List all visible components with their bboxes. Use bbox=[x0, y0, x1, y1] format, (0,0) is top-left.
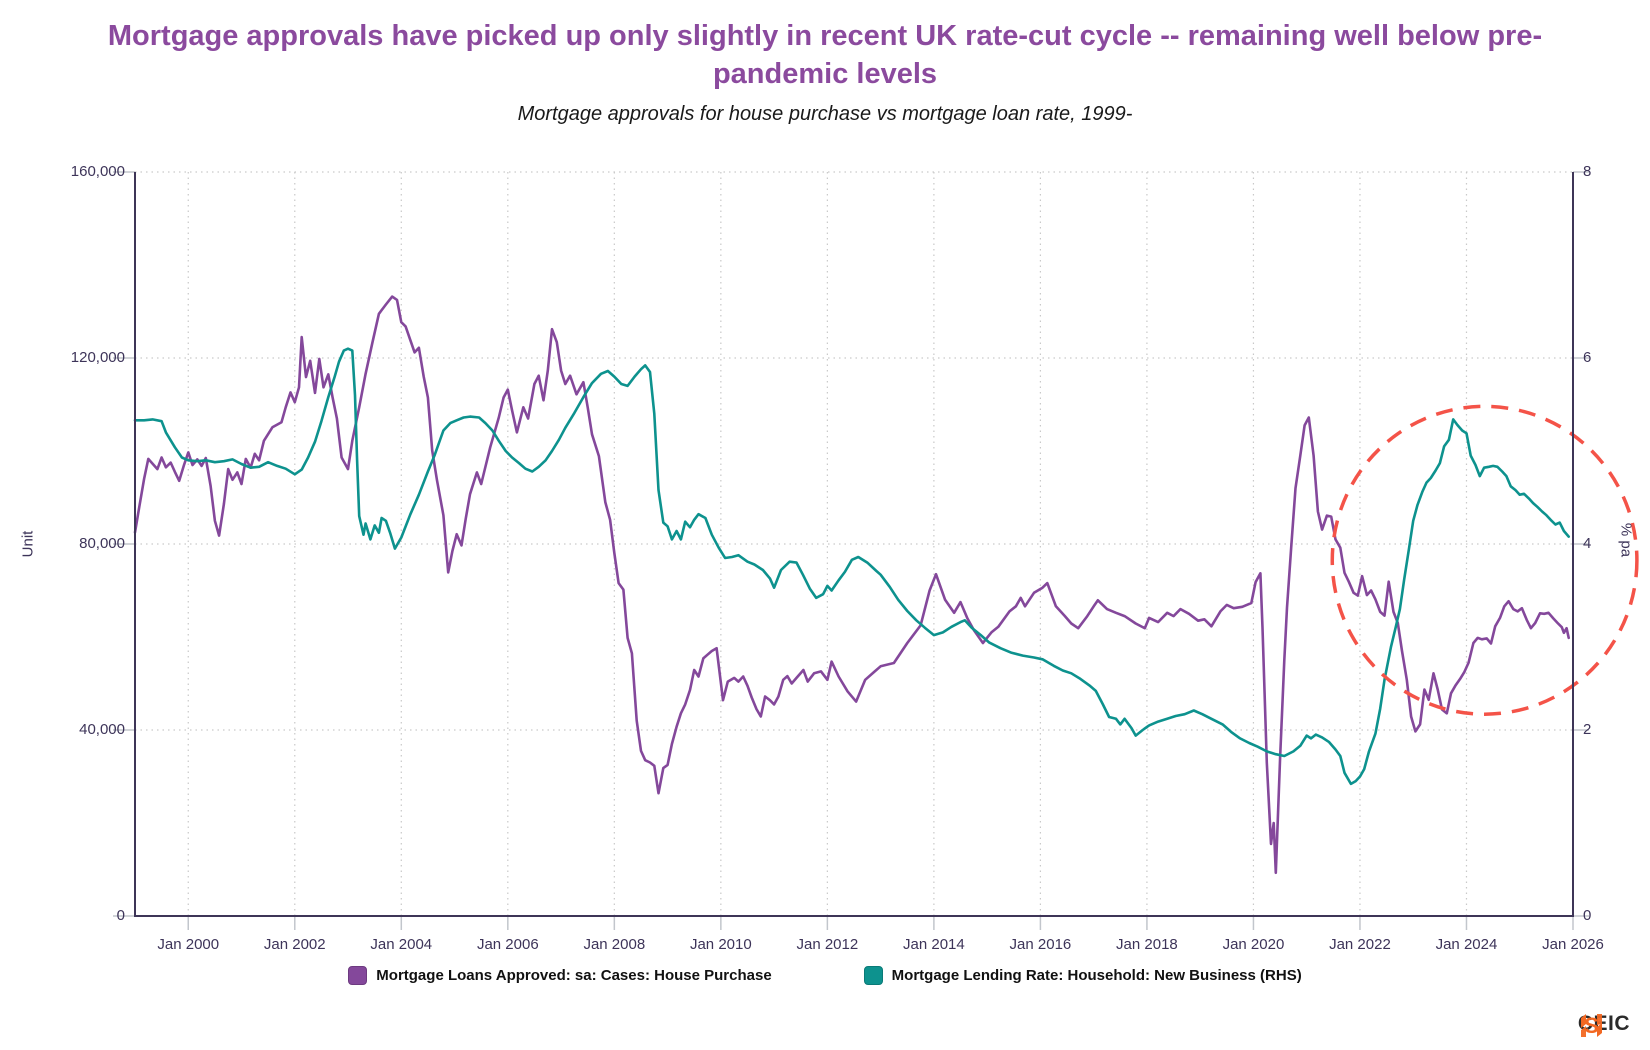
legend-item-approvals[interactable]: Mortgage Loans Approved: sa: Cases: Hous… bbox=[348, 966, 772, 985]
ceic-logo-text: CEIC bbox=[1577, 1012, 1630, 1035]
ceic-logo-mark-icon: S bbox=[1580, 1013, 1602, 1038]
x-axis-tick-label: Jan 2024 bbox=[1435, 936, 1498, 953]
x-axis-tick-label: Jan 2002 bbox=[263, 936, 326, 953]
chart-legend: Mortgage Loans Approved: sa: Cases: Hous… bbox=[0, 966, 1650, 985]
y-axis-right-tick-label: 8 bbox=[1583, 163, 1592, 180]
y-axis-left-tick-label: 0 bbox=[116, 907, 125, 924]
x-axis-tick-label: Jan 2018 bbox=[1116, 936, 1178, 953]
highlight-ellipse bbox=[1330, 404, 1639, 716]
y-axis-left-tick-label: 80,000 bbox=[79, 535, 125, 552]
x-axis-tick-label: Jan 2004 bbox=[370, 936, 433, 953]
svg-text:S: S bbox=[1584, 1013, 1599, 1038]
y-axis-right-tick-label: 0 bbox=[1583, 907, 1592, 924]
x-axis-tick-label: Jan 2020 bbox=[1222, 936, 1285, 953]
legend-label-approvals: Mortgage Loans Approved: sa: Cases: Hous… bbox=[376, 967, 772, 984]
approvals-swatch-icon bbox=[348, 966, 368, 985]
rate-swatch-icon bbox=[863, 966, 883, 985]
page-title: Mortgage approvals have picked up only s… bbox=[107, 20, 1543, 90]
chart-subtitle: Mortgage approvals for house purchase vs… bbox=[517, 103, 1133, 125]
approvals-line bbox=[133, 295, 1570, 875]
y-axis-right-tick-label: 2 bbox=[1583, 721, 1592, 738]
x-axis-tick-label: Jan 2016 bbox=[1009, 936, 1072, 953]
x-axis-tick-label: Jan 2022 bbox=[1329, 936, 1391, 953]
y-axis-left-tick-label: 120,000 bbox=[70, 349, 125, 366]
x-axis-tick-label: Jan 2014 bbox=[903, 936, 965, 953]
rate-line bbox=[133, 347, 1570, 786]
y-axis-right-tick-label: 6 bbox=[1583, 349, 1592, 366]
ceic-logo[interactable]: S CEIC bbox=[1577, 1012, 1630, 1038]
x-axis-tick-label: Jan 2006 bbox=[476, 936, 539, 953]
legend-item-rate[interactable]: Mortgage Lending Rate: Household: New Bu… bbox=[863, 966, 1302, 985]
x-axis-tick-label: Jan 2000 bbox=[157, 936, 220, 953]
y-axis-right-tick-label: 4 bbox=[1583, 535, 1592, 552]
x-axis-tick-label: Jan 2010 bbox=[689, 936, 752, 953]
x-axis-tick-label: Jan 2012 bbox=[796, 936, 859, 953]
y-axis-left-tick-label: 160,000 bbox=[70, 163, 125, 180]
y-axis-left-tick-label: 40,000 bbox=[79, 721, 125, 738]
legend-label-rate: Mortgage Lending Rate: Household: New Bu… bbox=[891, 967, 1302, 984]
x-axis-tick-label: Jan 2008 bbox=[583, 936, 646, 953]
x-axis-tick-label: Jan 2026 bbox=[1542, 936, 1604, 953]
